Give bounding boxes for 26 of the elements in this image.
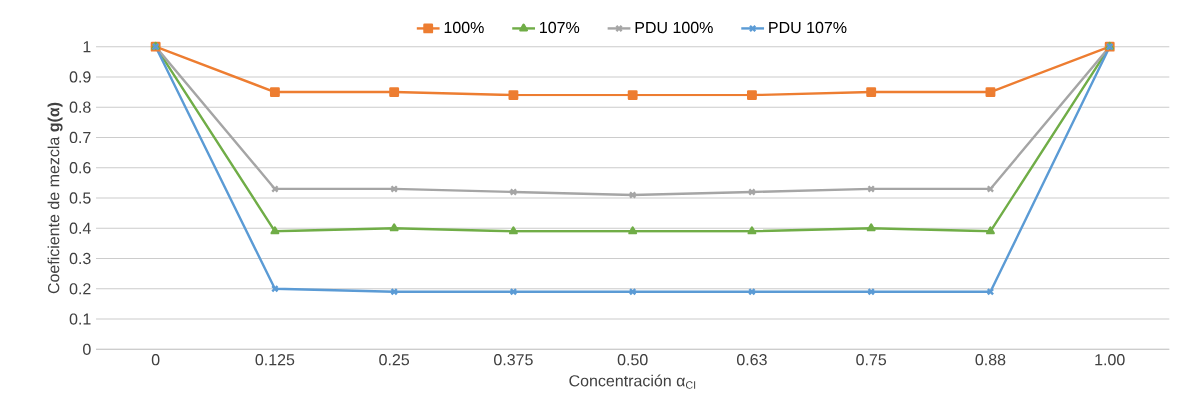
x-tick-label: 0.75 [856, 354, 887, 366]
legend-label: 107% [540, 22, 580, 34]
legend-label: 100% [444, 22, 484, 34]
y-tick-label: 0.7 [69, 131, 91, 144]
x-tick-label: 0.375 [494, 354, 533, 366]
x-tick-label: 0.125 [255, 354, 295, 366]
legend-label: PDU 107% [769, 22, 847, 34]
y-tick-label: 1 [83, 41, 91, 53]
x-tick-label: 0.50 [617, 354, 648, 366]
x-tick-label: 0.63 [736, 354, 767, 366]
x-axis-title: Concentración α$_{CI}$ [569, 374, 696, 389]
x-tick-label: 1.00 [1095, 354, 1125, 366]
y-tick-label: 0.3 [69, 253, 91, 265]
y-axis-title: Coeficiente de mezcla g(α) [47, 102, 63, 294]
y-tick-label: 0 [83, 343, 91, 356]
x-tick-label: 0.88 [975, 354, 1006, 366]
y-tick-label: 0.9 [69, 71, 91, 83]
x-tick-label: 0 [151, 354, 160, 366]
x-tick-label: 0.25 [379, 354, 410, 366]
legend-label: PDU 100% [635, 22, 713, 34]
y-tick-label: 0.5 [69, 192, 91, 204]
y-tick-label: 0.1 [69, 313, 91, 325]
y-tick-label: 0.4 [69, 222, 91, 235]
y-tick-label: 0.8 [69, 101, 91, 114]
y-tick-label: 0.2 [69, 283, 91, 295]
y-tick-label: 0.6 [69, 162, 91, 174]
